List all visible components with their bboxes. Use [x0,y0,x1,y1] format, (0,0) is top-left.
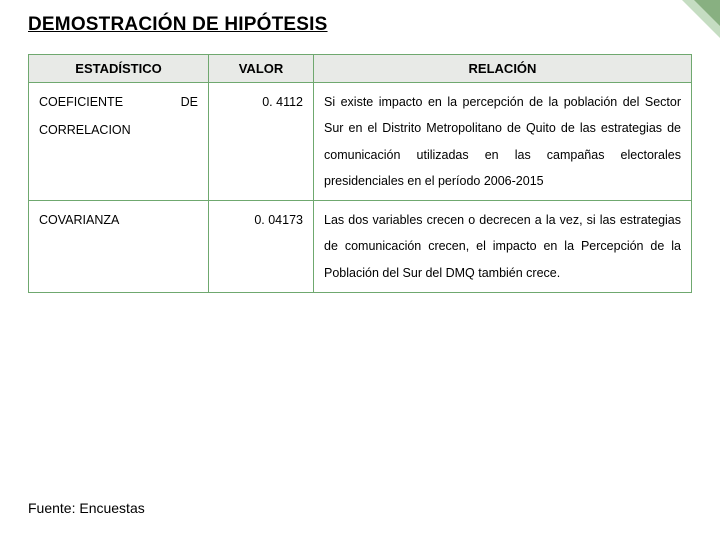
source-label: Fuente: Encuestas [28,500,145,516]
cell-stat: COVARIANZA [29,201,209,293]
header-valor: VALOR [209,55,314,83]
cell-stat: COEFICIENTE DE CORRELACION [29,83,209,201]
corner-decoration-inner [694,0,720,26]
table-row: COVARIANZA 0. 04173 Las dos variables cr… [29,201,692,293]
cell-valor: 0. 04173 [209,201,314,293]
table-header-row: ESTADÍSTICO VALOR RELACIÓN [29,55,692,83]
page-title: DEMOSTRACIÓN DE HIPÓTESIS [28,14,692,36]
cell-relacion: Las dos variables crecen o decrecen a la… [314,201,692,293]
cell-valor: 0. 4112 [209,83,314,201]
header-stat: ESTADÍSTICO [29,55,209,83]
table-row: COEFICIENTE DE CORRELACION 0. 4112 Si ex… [29,83,692,201]
cell-relacion: Si existe impacto en la percepción de la… [314,83,692,201]
header-relacion: RELACIÓN [314,55,692,83]
hypothesis-table: ESTADÍSTICO VALOR RELACIÓN COEFICIENTE D… [28,54,692,293]
